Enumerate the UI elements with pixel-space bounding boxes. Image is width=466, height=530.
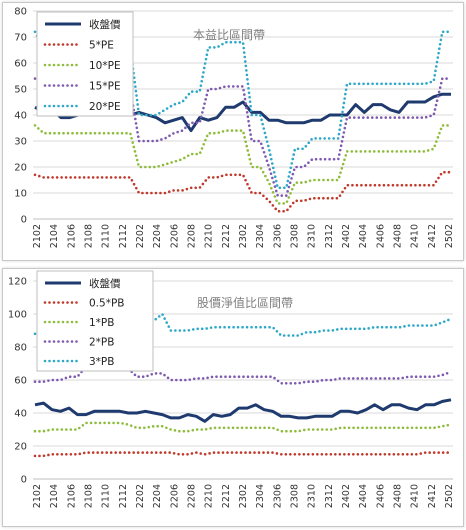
y-tick-label: 40 bbox=[14, 111, 27, 122]
x-tick-label: 2106 bbox=[66, 484, 77, 508]
y-tick-label: 10 bbox=[14, 189, 27, 200]
y-tick-label: 80 bbox=[14, 7, 27, 18]
legend-label: 1*PB bbox=[89, 317, 114, 329]
series-line-3 bbox=[33, 124, 453, 205]
y-tick-label: 20 bbox=[14, 163, 27, 174]
x-tick-label: 2206 bbox=[169, 484, 180, 508]
legend: 收盤價 0.5*PB 1*PB 2*PB 3*PB bbox=[36, 270, 154, 372]
x-tick-label: 2408 bbox=[393, 224, 404, 248]
legend-label: 5*PE bbox=[89, 40, 114, 52]
legend: 收盤價 5*PE 10*PE 15*PE 20*PE bbox=[36, 11, 134, 117]
legend-label: 20*PE bbox=[89, 101, 121, 113]
x-tick-label: 2312 bbox=[324, 224, 335, 248]
y-tick-label: 30 bbox=[14, 137, 27, 148]
x-tick-label: 2102 bbox=[32, 484, 43, 508]
legend-label: 15*PE bbox=[89, 81, 121, 93]
x-tick-label: 2312 bbox=[324, 484, 335, 508]
series-line-4 bbox=[33, 365, 453, 385]
x-tick-label: 2106 bbox=[66, 224, 77, 248]
x-tick-label: 2304 bbox=[255, 484, 266, 508]
x-tick-label: 2412 bbox=[427, 484, 438, 508]
x-tick-label: 2404 bbox=[358, 484, 369, 508]
x-tick-label: 2212 bbox=[221, 484, 232, 508]
x-tick-label: 2212 bbox=[221, 224, 232, 248]
x-tick-label: 2406 bbox=[375, 484, 386, 508]
y-tick-label: 40 bbox=[14, 409, 27, 420]
x-tick-label: 2502 bbox=[444, 224, 455, 248]
x-tick-label: 2308 bbox=[290, 484, 301, 508]
x-tick-label: 2204 bbox=[152, 484, 163, 508]
x-tick-label: 2110 bbox=[101, 484, 112, 508]
x-tick-label: 2402 bbox=[341, 224, 352, 248]
y-tick-label: 0 bbox=[21, 475, 27, 486]
series-line-1 bbox=[34, 398, 452, 423]
y-tick-label: 50 bbox=[14, 85, 27, 96]
x-tick-label: 2502 bbox=[444, 484, 455, 508]
x-tick-label: 2306 bbox=[272, 484, 283, 508]
x-tick-label: 2104 bbox=[49, 484, 60, 508]
pe-band-chart: 0 10 20 30 40 50 60 70 80 2102 2104 2106 2108 2110 211… bbox=[14, 7, 455, 249]
x-tick-label: 2412 bbox=[427, 224, 438, 248]
x-tick-label: 2410 bbox=[410, 224, 421, 248]
legend-label: 收盤價 bbox=[89, 18, 121, 31]
x-tick-label: 2308 bbox=[290, 224, 301, 248]
y-tick-label: 120 bbox=[8, 277, 27, 288]
x-tick-label: 2310 bbox=[307, 484, 318, 508]
series-line-3 bbox=[33, 421, 453, 433]
x-tick-label: 2206 bbox=[169, 224, 180, 248]
legend-label: 3*PB bbox=[89, 356, 114, 368]
y-tick-label: 0 bbox=[21, 215, 27, 226]
x-tick-label: 2310 bbox=[307, 224, 318, 248]
x-tick-label: 2104 bbox=[49, 224, 60, 248]
chart-title: 本益比區間帶 bbox=[193, 28, 265, 42]
series-line-4 bbox=[33, 77, 453, 197]
x-tick-label: 2408 bbox=[393, 484, 404, 508]
legend-box bbox=[36, 11, 134, 117]
legend-label: 收盤價 bbox=[89, 277, 121, 290]
x-tick-label: 2208 bbox=[187, 224, 198, 248]
pb-band-chart: 0 20 40 60 80 100 120 2102 2104 2106 2108 2110 2112 2… bbox=[8, 270, 455, 508]
x-tick-label: 2102 bbox=[32, 224, 43, 248]
x-tick-label: 2406 bbox=[375, 224, 386, 248]
y-tick-label: 80 bbox=[14, 343, 27, 354]
legend-label: 2*PB bbox=[89, 337, 114, 349]
legend-label: 0.5*PB bbox=[89, 298, 124, 310]
x-tick-label: 2112 bbox=[118, 224, 129, 248]
x-tick-label: 2402 bbox=[341, 484, 352, 508]
x-tick-label: 2108 bbox=[84, 224, 95, 248]
x-tick-label: 2110 bbox=[101, 224, 112, 248]
x-tick-label: 2304 bbox=[255, 224, 266, 248]
series-line-5 bbox=[33, 30, 453, 190]
pe-band-chart-panel: 0 10 20 30 40 50 60 70 80 2102 2104 2106 2108 2110 211… bbox=[2, 2, 464, 261]
y-tick-label: 100 bbox=[8, 310, 27, 321]
x-tick-label: 2202 bbox=[135, 484, 146, 508]
y-tick-label: 60 bbox=[14, 59, 27, 70]
legend-box bbox=[36, 270, 154, 372]
x-tick-label: 2210 bbox=[204, 224, 215, 248]
x-tick-label: 2302 bbox=[238, 224, 249, 248]
series-line-2 bbox=[33, 451, 453, 458]
x-tick-label: 2306 bbox=[272, 224, 283, 248]
x-tick-label: 2302 bbox=[238, 484, 249, 508]
x-tick-label: 2204 bbox=[152, 224, 163, 248]
x-tick-label: 2112 bbox=[118, 484, 129, 508]
y-tick-label: 20 bbox=[14, 442, 27, 453]
x-tick-label: 2410 bbox=[410, 484, 421, 508]
x-tick-label: 2208 bbox=[187, 484, 198, 508]
y-tick-label: 70 bbox=[14, 33, 27, 44]
series-line-2 bbox=[33, 170, 453, 213]
y-tick-label: 60 bbox=[14, 376, 27, 387]
x-tick-label: 2210 bbox=[204, 484, 215, 508]
pb-band-chart-panel: 0 20 40 60 80 100 120 2102 2104 2106 2108 2110 2112 2… bbox=[2, 268, 464, 527]
chart-title: 股價淨值比區間帶 bbox=[197, 295, 293, 310]
x-tick-label: 2202 bbox=[135, 224, 146, 248]
legend-label: 10*PE bbox=[89, 60, 121, 72]
x-tick-label: 2108 bbox=[84, 484, 95, 508]
x-tick-label: 2404 bbox=[358, 224, 369, 248]
